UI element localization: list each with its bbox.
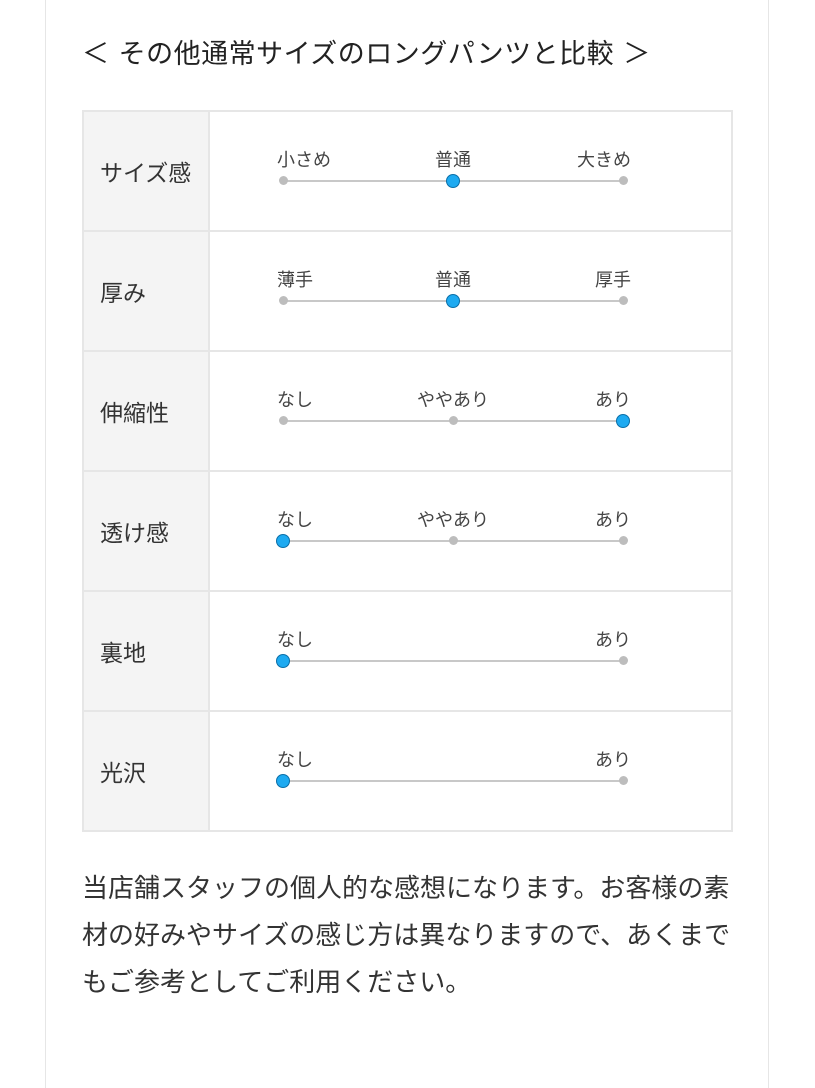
scale-track: なし あり [276,630,631,668]
scale-point [618,176,628,185]
table-row: 厚み 薄手 普通 厚手 [82,230,733,352]
option-label: 大きめ [577,150,631,171]
option-label: ややあり [417,390,489,411]
scale-point [448,416,458,425]
table-row: サイズ感 小さめ 普通 大きめ [82,110,733,232]
row-label: 伸縮性 [82,350,210,472]
row-label: 光沢 [82,710,210,832]
section-title: ＜ その他通常サイズのロングパンツと比較 ＞ [82,39,651,70]
scale-point [618,536,628,545]
scale-track: なし ややあり あり [277,390,631,428]
rating-scale: なし ややあり あり [208,470,733,592]
content-card [45,0,769,1088]
row-label: サイズ感 [82,110,210,232]
selected-point [276,654,290,668]
rating-scale: なし あり [208,710,733,832]
comparison-table: サイズ感 小さめ 普通 大きめ 厚み 薄手 普通 厚手 伸縮性 なし ややあり あり 透け感 なし ややあり… [82,110,733,832]
option-label: 普通 [435,270,471,291]
option-label: なし [277,630,313,651]
rating-scale: なし ややあり あり [208,350,733,472]
row-label: 厚み [82,230,210,352]
option-label: ややあり [417,510,489,531]
option-label: 厚手 [595,270,631,291]
disclaimer-note: 当店舗スタッフの個人的な感想になります。お客様の素材の好みやサイズの感じ方は異な… [82,874,731,998]
row-label: 透け感 [82,470,210,592]
row-label: 裏地 [82,590,210,712]
table-row: 透け感 なし ややあり あり [82,470,733,592]
rating-scale: なし あり [208,590,733,712]
selected-point [616,414,630,428]
selected-point [446,174,460,188]
option-label: あり [595,630,631,651]
scale-track: 小さめ 普通 大きめ [277,150,631,188]
table-row: 伸縮性 なし ややあり あり [82,350,733,472]
scale-point [618,656,628,665]
scale-point [278,176,288,185]
selected-point [276,774,290,788]
option-label: なし [277,750,313,771]
table-row: 光沢 なし あり [82,710,733,832]
scale-track: なし あり [276,750,631,788]
scale-point [278,416,288,425]
scale-track: なし ややあり あり [276,510,631,548]
option-label: あり [595,510,631,531]
option-label: 薄手 [277,270,313,291]
option-label: なし [277,390,313,411]
option-label: 小さめ [277,150,331,171]
selected-point [446,294,460,308]
scale-point [618,296,628,305]
selected-point [276,534,290,548]
rating-scale: 小さめ 普通 大きめ [208,110,733,232]
option-label: 普通 [435,150,471,171]
option-label: あり [595,390,631,411]
option-label: なし [277,510,313,531]
scale-track: 薄手 普通 厚手 [277,270,631,308]
scale-point [448,536,458,545]
option-label: あり [595,750,631,771]
table-row: 裏地 なし あり [82,590,733,712]
scale-point [618,776,628,785]
rating-scale: 薄手 普通 厚手 [208,230,733,352]
scale-point [278,296,288,305]
